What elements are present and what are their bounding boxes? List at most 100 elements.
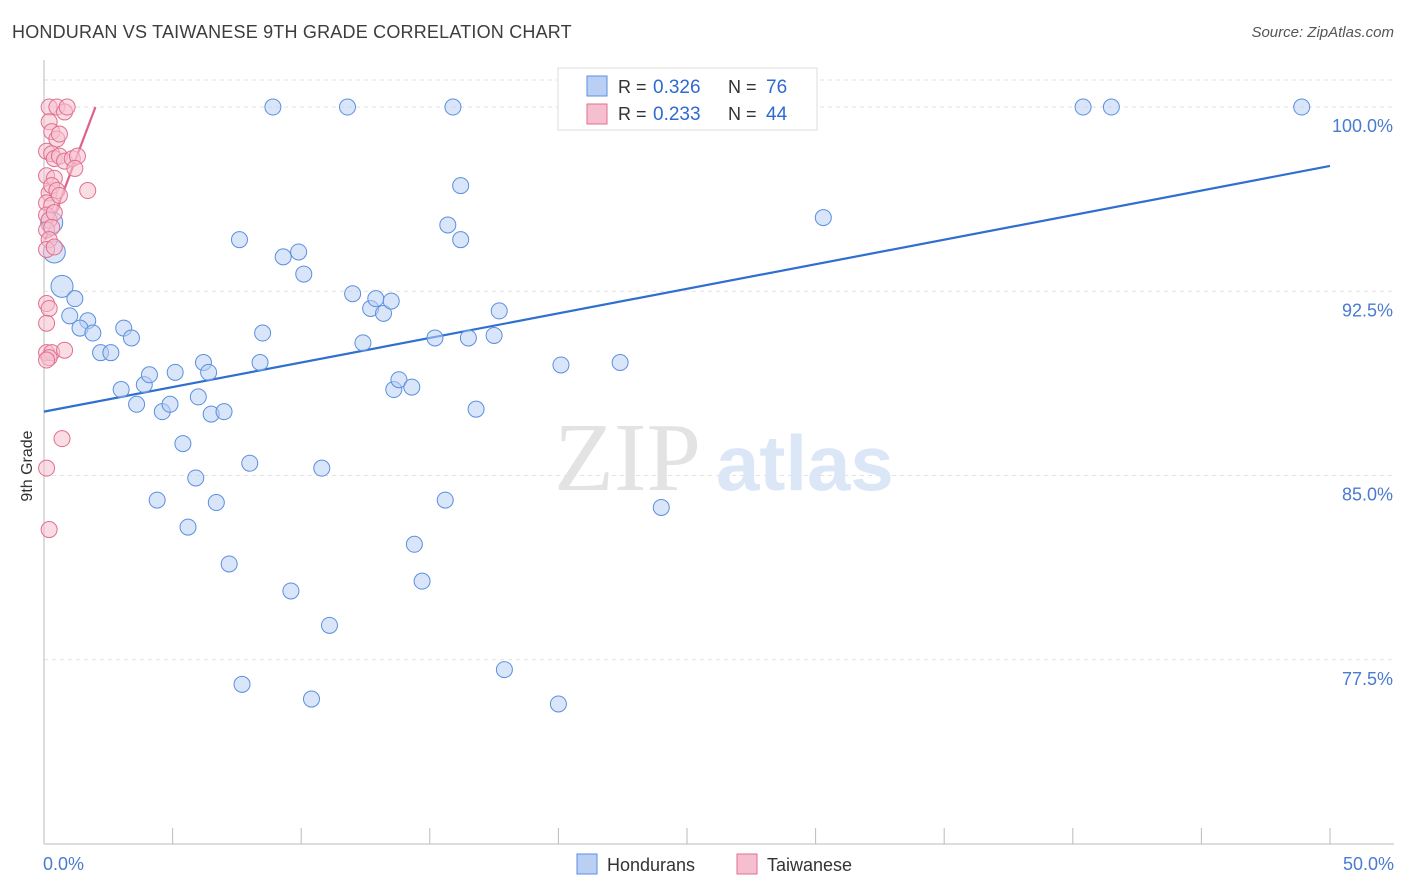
watermark-zip: ZIP [554,404,701,512]
series-legend: Hondurans Taiwanese [576,853,852,875]
trendline-hondurans [43,164,1331,413]
point-hondurans [413,572,431,590]
point-hondurans [549,695,567,713]
point-hondurans [187,469,205,487]
point-taiwanese [45,238,63,256]
point-hondurans [50,274,74,298]
point-hondurans [354,334,372,352]
y-tick-labels: 77.5% 85.0% 92.5% 100.0% [1332,116,1393,689]
point-hondurans [290,243,308,261]
point-hondurans [128,395,146,413]
point-hondurans [452,231,470,249]
point-hondurans [467,400,485,418]
point-hondurans [611,354,629,372]
point-hondurans [1074,98,1092,116]
point-hondurans [264,98,282,116]
point-hondurans [390,371,408,389]
x-tick-label-min: 0.0% [43,854,84,874]
point-hondurans [295,265,313,283]
point-hondurans [367,290,385,308]
point-hondurans [313,459,331,477]
point-hondurans [215,403,233,421]
y-axis-title: 9th Grade [19,430,36,501]
point-hondurans [1293,98,1311,116]
point-hondurans [439,216,457,234]
legend-r-label-1: R = [618,104,647,124]
watermark-atlas: atlas [716,419,894,507]
legend-swatch-taiwanese [586,103,608,125]
point-hondurans [166,363,184,381]
legend-swatch-hondurans [586,75,608,97]
bottom-legend-swatch-hondurans [576,853,598,875]
legend-r-label-0: R = [618,77,647,97]
point-taiwanese [38,314,56,332]
y-tick-label: 85.0% [1342,485,1393,505]
point-hondurans [495,661,513,679]
point-hondurans [1102,98,1120,116]
trendlines [43,106,1331,413]
point-hondurans [302,690,320,708]
point-taiwanese [56,341,74,359]
point-taiwanese [45,204,63,222]
zipatlas-watermark: ZIP atlas [554,404,894,512]
point-hondurans [254,324,272,342]
data-points [38,98,1311,713]
legend-n-value-hondurans: 76 [766,77,787,98]
point-hondurans [102,344,120,362]
point-taiwanese [50,186,68,204]
point-taiwanese [66,159,84,177]
point-hondurans [490,302,508,320]
point-hondurans [179,518,197,536]
grid-lines [44,79,1394,661]
point-hondurans [375,304,393,322]
point-hondurans [161,395,179,413]
y-tick-label: 100.0% [1332,116,1393,136]
point-hondurans [436,491,454,509]
point-hondurans [814,209,832,227]
point-hondurans [552,356,570,374]
point-hondurans [84,324,102,342]
point-hondurans [382,292,400,310]
legend-n-label-1: N = [728,104,757,124]
point-hondurans [148,491,166,509]
point-hondurans [320,616,338,634]
chart-source: Source: ZipAtlas.com [1251,24,1394,41]
stats-legend: R = 0.326 N = 76 R = 0.233 N = 44 [557,67,818,131]
bottom-legend-swatch-taiwanese [736,853,758,875]
legend-n-label-0: N = [728,77,757,97]
y-tick-label: 92.5% [1342,300,1393,320]
legend-r-value-hondurans: 0.326 [653,77,701,98]
point-hondurans [459,329,477,347]
point-hondurans [274,248,292,266]
point-taiwanese [40,299,58,317]
point-taiwanese [53,430,71,448]
point-hondurans [251,354,269,372]
point-hondurans [61,307,79,325]
point-hondurans [444,98,462,116]
point-hondurans [174,435,192,453]
point-hondurans [241,454,259,472]
point-hondurans [403,378,421,396]
point-hondurans [200,363,218,381]
point-hondurans [282,582,300,600]
chart-title: HONDURAN VS TAIWANESE 9TH GRADE CORRELAT… [12,22,572,42]
point-hondurans [140,366,158,384]
bottom-legend-label-taiwanese: Taiwanese [767,855,852,875]
point-hondurans [452,177,470,195]
legend-r-value-taiwanese: 0.233 [653,104,701,125]
point-hondurans [233,675,251,693]
bottom-legend-label-hondurans: Hondurans [607,855,695,875]
point-hondurans [207,494,225,512]
point-hondurans [652,498,670,516]
point-taiwanese [58,98,76,116]
point-taiwanese [40,521,58,539]
point-hondurans [405,535,423,553]
point-hondurans [338,98,356,116]
point-hondurans [426,329,444,347]
point-hondurans [230,231,248,249]
point-taiwanese [50,125,68,143]
point-hondurans [344,285,362,303]
x-tick-label-max: 50.0% [1343,854,1394,874]
point-hondurans [112,381,130,399]
